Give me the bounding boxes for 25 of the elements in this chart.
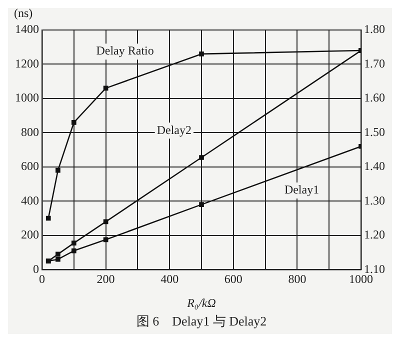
y2-tick-label: 1.50 [364, 124, 385, 139]
y-tick-label: 1400 [15, 22, 39, 36]
x-axis-title: R₀/kΩ [186, 296, 216, 310]
x-tick-label: 200 [96, 272, 115, 286]
y-tick-label: 0 [33, 262, 39, 276]
y-tick-label: 1000 [15, 90, 39, 105]
y-tick-label: 800 [21, 124, 39, 139]
y-tick-label: 200 [21, 228, 39, 242]
x-tick-label: 600 [224, 272, 242, 286]
y-tick-label: 400 [21, 193, 39, 208]
y-tick-label: 600 [21, 159, 39, 174]
x-tick-label: 400 [160, 272, 179, 286]
series-label: Delay Ratio [96, 44, 154, 58]
y2-tick-label: 1.80 [364, 22, 385, 36]
y2-tick-label: 1.20 [364, 228, 385, 242]
x-tick-label: 800 [288, 272, 306, 286]
series-label: Delay1 [284, 182, 320, 197]
y2-tick-label: 1.40 [364, 159, 385, 174]
y-axis-title: (ns) [14, 6, 33, 20]
y2-tick-label: 1.60 [364, 90, 385, 105]
series-label: Delay2 [156, 122, 192, 137]
y2-tick-label: 1.30 [364, 193, 385, 208]
y2-tick-label: 1.70 [364, 56, 385, 70]
caption: 图 6 Delay1 与 Delay2 [136, 313, 267, 328]
y-tick-label: 1200 [15, 56, 39, 70]
